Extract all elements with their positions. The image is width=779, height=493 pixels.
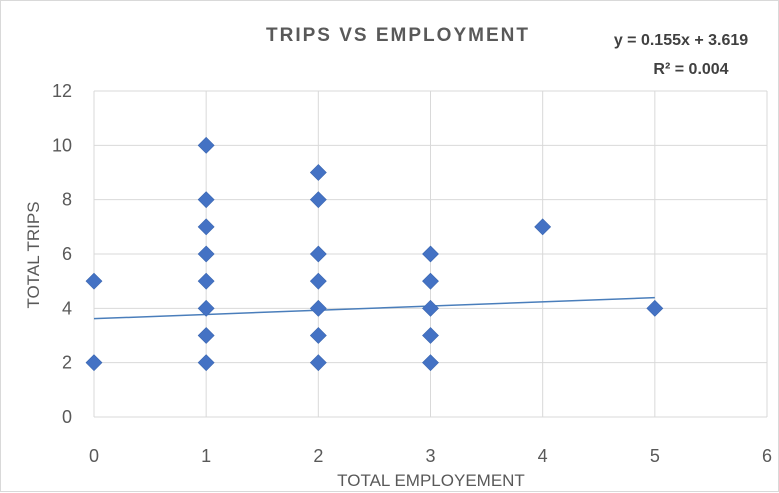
- y-tick-label: 0: [62, 407, 72, 427]
- x-tick-label: 4: [538, 446, 548, 466]
- data-point: [309, 272, 327, 290]
- y-tick-label: 8: [62, 190, 72, 210]
- x-tick-label: 6: [762, 446, 772, 466]
- data-point: [309, 354, 327, 372]
- trendline-group: [93, 296, 655, 320]
- x-tick-label: 5: [650, 446, 660, 466]
- data-point: [197, 354, 215, 372]
- x-axis-title: TOTAL EMPLOYEMENT: [337, 471, 525, 490]
- y-tick-label: 10: [52, 135, 72, 155]
- data-point: [534, 218, 552, 236]
- x-tick-label: 1: [201, 446, 211, 466]
- x-axis-ticks: 0 1 2 3 4 5 6: [89, 446, 772, 466]
- data-point: [197, 299, 215, 317]
- data-point: [197, 245, 215, 263]
- trendline-equation: y = 0.155x + 3.619: [614, 32, 748, 49]
- y-axis-title: TOTAL TRIPS: [24, 201, 43, 308]
- data-point: [422, 245, 439, 263]
- data-point: [309, 327, 327, 344]
- y-tick-label: 2: [62, 353, 72, 373]
- data-point: [422, 354, 439, 372]
- y-tick-label: 12: [52, 81, 72, 101]
- data-point: [646, 299, 664, 317]
- data-point: [197, 191, 215, 209]
- data-point: [422, 327, 439, 344]
- data-point: [197, 327, 215, 344]
- data-point: [85, 354, 103, 372]
- data-point: [422, 272, 439, 290]
- chart-title: TRIPS VS EMPLOYMENT: [266, 25, 530, 46]
- trendline: [93, 296, 655, 320]
- data-point: [197, 218, 215, 236]
- y-tick-label: 6: [62, 244, 72, 264]
- x-tick-label: 3: [425, 446, 435, 466]
- x-tick-label: 2: [313, 446, 323, 466]
- data-points: [85, 136, 664, 372]
- data-point: [197, 272, 215, 290]
- y-axis-ticks: 0 2 4 6 8 10 12: [52, 81, 72, 427]
- data-point: [85, 272, 103, 290]
- data-point: [197, 136, 215, 154]
- trendline-r-squared: R² = 0.004: [653, 61, 728, 78]
- data-point: [309, 245, 327, 263]
- data-point: [422, 299, 439, 317]
- y-tick-label: 4: [62, 298, 72, 318]
- data-point: [309, 191, 327, 209]
- x-tick-label: 0: [89, 446, 99, 466]
- data-point: [309, 164, 327, 181]
- data-point: [309, 299, 327, 317]
